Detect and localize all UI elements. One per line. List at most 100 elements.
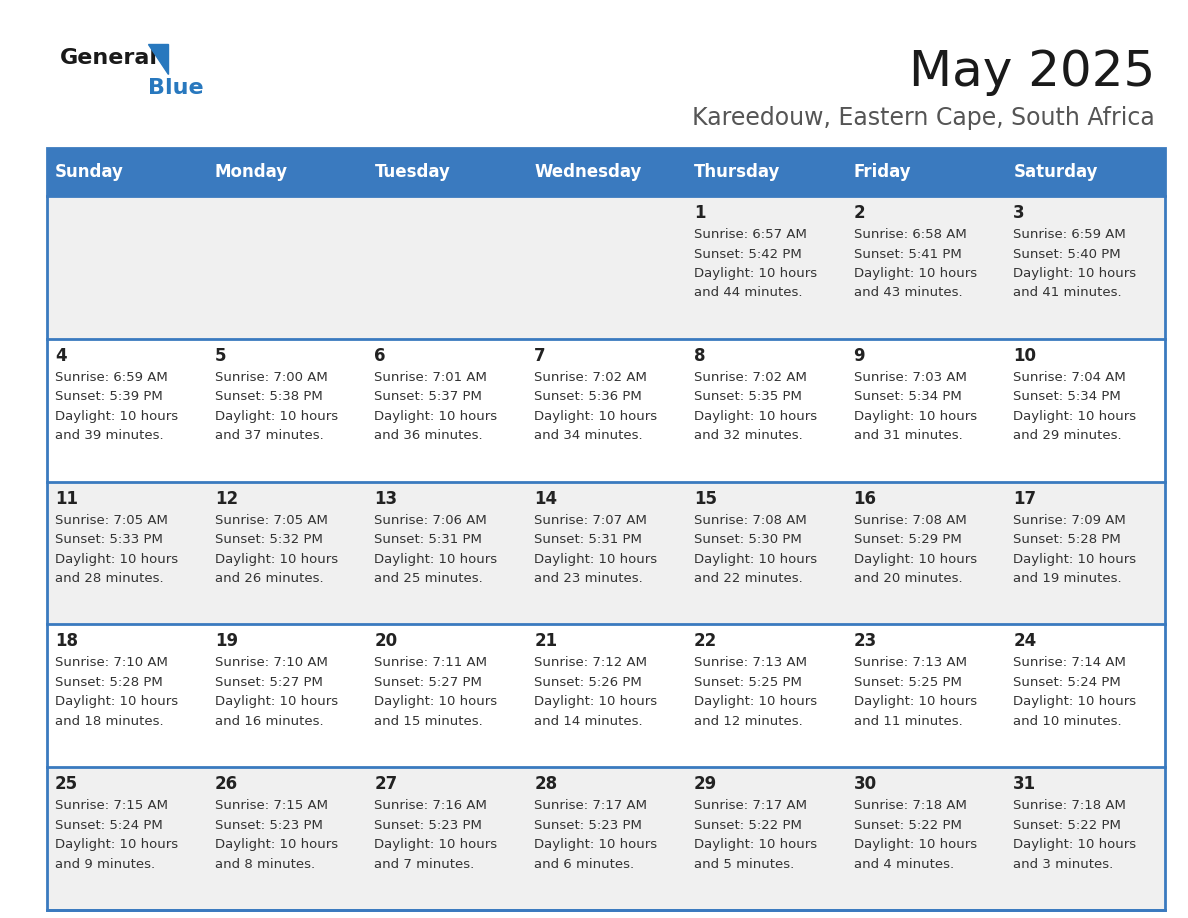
Text: Daylight: 10 hours: Daylight: 10 hours	[374, 553, 498, 565]
Text: 9: 9	[853, 347, 865, 364]
Text: 30: 30	[853, 775, 877, 793]
Text: 2: 2	[853, 204, 865, 222]
Text: and 9 minutes.: and 9 minutes.	[55, 857, 156, 870]
Text: and 28 minutes.: and 28 minutes.	[55, 572, 164, 585]
Text: Sunday: Sunday	[55, 163, 124, 181]
Text: Daylight: 10 hours: Daylight: 10 hours	[215, 696, 337, 709]
Text: Sunrise: 6:58 AM: Sunrise: 6:58 AM	[853, 228, 966, 241]
Text: Saturday: Saturday	[1013, 163, 1098, 181]
Text: and 25 minutes.: and 25 minutes.	[374, 572, 484, 585]
Text: 3: 3	[1013, 204, 1025, 222]
Text: 10: 10	[1013, 347, 1036, 364]
Text: Daylight: 10 hours: Daylight: 10 hours	[853, 696, 977, 709]
Text: Sunset: 5:23 PM: Sunset: 5:23 PM	[535, 819, 642, 832]
Text: 11: 11	[55, 489, 78, 508]
Text: and 6 minutes.: and 6 minutes.	[535, 857, 634, 870]
Text: and 20 minutes.: and 20 minutes.	[853, 572, 962, 585]
Text: and 16 minutes.: and 16 minutes.	[215, 715, 323, 728]
Text: and 12 minutes.: and 12 minutes.	[694, 715, 803, 728]
Text: Daylight: 10 hours: Daylight: 10 hours	[55, 409, 178, 423]
Text: Daylight: 10 hours: Daylight: 10 hours	[374, 409, 498, 423]
Text: and 26 minutes.: and 26 minutes.	[215, 572, 323, 585]
Text: Sunset: 5:28 PM: Sunset: 5:28 PM	[1013, 533, 1121, 546]
Text: and 3 minutes.: and 3 minutes.	[1013, 857, 1113, 870]
Text: Sunrise: 7:18 AM: Sunrise: 7:18 AM	[1013, 800, 1126, 812]
Text: 20: 20	[374, 633, 398, 650]
Text: and 37 minutes.: and 37 minutes.	[215, 430, 323, 442]
Text: 16: 16	[853, 489, 877, 508]
Text: and 36 minutes.: and 36 minutes.	[374, 430, 484, 442]
Text: Sunset: 5:34 PM: Sunset: 5:34 PM	[1013, 390, 1121, 403]
Text: Daylight: 10 hours: Daylight: 10 hours	[55, 696, 178, 709]
Text: Sunrise: 6:59 AM: Sunrise: 6:59 AM	[1013, 228, 1126, 241]
Text: Sunrise: 7:07 AM: Sunrise: 7:07 AM	[535, 513, 647, 527]
Text: Sunset: 5:35 PM: Sunset: 5:35 PM	[694, 390, 802, 403]
Text: Sunset: 5:40 PM: Sunset: 5:40 PM	[1013, 248, 1121, 261]
Text: Sunrise: 7:17 AM: Sunrise: 7:17 AM	[694, 800, 807, 812]
Text: Sunset: 5:42 PM: Sunset: 5:42 PM	[694, 248, 802, 261]
Text: and 32 minutes.: and 32 minutes.	[694, 430, 803, 442]
Bar	[48, 767, 1165, 910]
Text: 4: 4	[55, 347, 67, 364]
Text: Daylight: 10 hours: Daylight: 10 hours	[55, 838, 178, 851]
Text: Daylight: 10 hours: Daylight: 10 hours	[853, 267, 977, 280]
Text: 26: 26	[215, 775, 238, 793]
Text: Sunset: 5:30 PM: Sunset: 5:30 PM	[694, 533, 802, 546]
Text: Daylight: 10 hours: Daylight: 10 hours	[853, 838, 977, 851]
Text: Kareedouw, Eastern Cape, South Africa: Kareedouw, Eastern Cape, South Africa	[693, 106, 1155, 130]
Text: Sunrise: 7:02 AM: Sunrise: 7:02 AM	[535, 371, 647, 384]
Text: Daylight: 10 hours: Daylight: 10 hours	[694, 838, 817, 851]
Bar	[48, 482, 1165, 624]
Text: 28: 28	[535, 775, 557, 793]
Text: Sunset: 5:36 PM: Sunset: 5:36 PM	[535, 390, 642, 403]
Bar	[48, 339, 1165, 482]
Text: 15: 15	[694, 489, 716, 508]
Text: and 39 minutes.: and 39 minutes.	[55, 430, 164, 442]
Text: 25: 25	[55, 775, 78, 793]
Text: 27: 27	[374, 775, 398, 793]
Text: and 29 minutes.: and 29 minutes.	[1013, 430, 1121, 442]
Text: Daylight: 10 hours: Daylight: 10 hours	[535, 409, 657, 423]
Bar	[48, 624, 1165, 767]
Text: 13: 13	[374, 489, 398, 508]
Text: 8: 8	[694, 347, 706, 364]
Text: Sunrise: 7:09 AM: Sunrise: 7:09 AM	[1013, 513, 1126, 527]
Text: Monday: Monday	[215, 163, 287, 181]
Text: Sunrise: 7:08 AM: Sunrise: 7:08 AM	[694, 513, 807, 527]
Text: and 10 minutes.: and 10 minutes.	[1013, 715, 1121, 728]
Text: 18: 18	[55, 633, 78, 650]
Text: Sunrise: 7:04 AM: Sunrise: 7:04 AM	[1013, 371, 1126, 384]
Text: and 43 minutes.: and 43 minutes.	[853, 286, 962, 299]
Text: Daylight: 10 hours: Daylight: 10 hours	[215, 409, 337, 423]
Text: Sunset: 5:38 PM: Sunset: 5:38 PM	[215, 390, 322, 403]
Text: May 2025: May 2025	[909, 48, 1155, 96]
Text: Sunrise: 7:14 AM: Sunrise: 7:14 AM	[1013, 656, 1126, 669]
Text: Sunrise: 7:05 AM: Sunrise: 7:05 AM	[55, 513, 168, 527]
Text: Sunset: 5:33 PM: Sunset: 5:33 PM	[55, 533, 163, 546]
Text: Daylight: 10 hours: Daylight: 10 hours	[1013, 553, 1137, 565]
Text: and 44 minutes.: and 44 minutes.	[694, 286, 802, 299]
Text: Daylight: 10 hours: Daylight: 10 hours	[1013, 696, 1137, 709]
Text: 19: 19	[215, 633, 238, 650]
Text: and 5 minutes.: and 5 minutes.	[694, 857, 794, 870]
Text: 21: 21	[535, 633, 557, 650]
Text: Friday: Friday	[853, 163, 911, 181]
Text: Sunrise: 7:15 AM: Sunrise: 7:15 AM	[55, 800, 168, 812]
Text: 1: 1	[694, 204, 706, 222]
Text: 24: 24	[1013, 633, 1037, 650]
Text: 12: 12	[215, 489, 238, 508]
Text: 5: 5	[215, 347, 226, 364]
Text: and 41 minutes.: and 41 minutes.	[1013, 286, 1121, 299]
Text: Sunrise: 7:15 AM: Sunrise: 7:15 AM	[215, 800, 328, 812]
Text: Sunset: 5:22 PM: Sunset: 5:22 PM	[1013, 819, 1121, 832]
Text: 31: 31	[1013, 775, 1036, 793]
Text: and 31 minutes.: and 31 minutes.	[853, 430, 962, 442]
Text: Sunrise: 7:06 AM: Sunrise: 7:06 AM	[374, 513, 487, 527]
Text: and 34 minutes.: and 34 minutes.	[535, 430, 643, 442]
Text: Daylight: 10 hours: Daylight: 10 hours	[535, 838, 657, 851]
Text: Sunrise: 7:11 AM: Sunrise: 7:11 AM	[374, 656, 487, 669]
Text: and 23 minutes.: and 23 minutes.	[535, 572, 643, 585]
Text: 23: 23	[853, 633, 877, 650]
Text: Sunset: 5:27 PM: Sunset: 5:27 PM	[374, 676, 482, 688]
Text: Daylight: 10 hours: Daylight: 10 hours	[535, 553, 657, 565]
